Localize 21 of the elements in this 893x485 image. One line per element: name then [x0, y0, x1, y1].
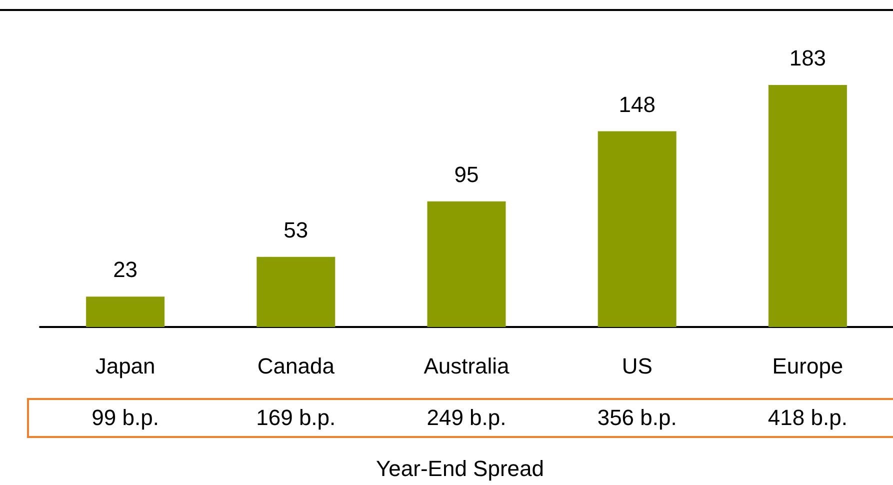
bar: [427, 201, 506, 327]
x-tick-label: Australia: [424, 354, 510, 378]
text: 418 b.p.: [768, 405, 848, 431]
text: 99 b.p.: [92, 405, 159, 431]
bar: [256, 256, 336, 327]
x-axis-title: Year-End Spread: [376, 456, 544, 482]
data-label: 95: [454, 162, 479, 187]
bar: [768, 85, 847, 327]
data-label: 23: [113, 257, 138, 282]
data-label: 183: [789, 46, 826, 71]
x-tick-label: Europe: [772, 354, 844, 378]
text: 249 b.p.: [426, 405, 506, 431]
text: 169 b.p.: [256, 405, 336, 431]
bar: [86, 296, 165, 327]
x-tick-label: Canada: [257, 354, 336, 378]
text: 356 b.p.: [597, 405, 677, 431]
data-label: 148: [618, 92, 656, 117]
data-label: 53: [284, 217, 308, 242]
x-tick-label: Japan: [95, 354, 156, 378]
bar: [598, 131, 676, 327]
x-tick-label: US: [622, 354, 652, 378]
